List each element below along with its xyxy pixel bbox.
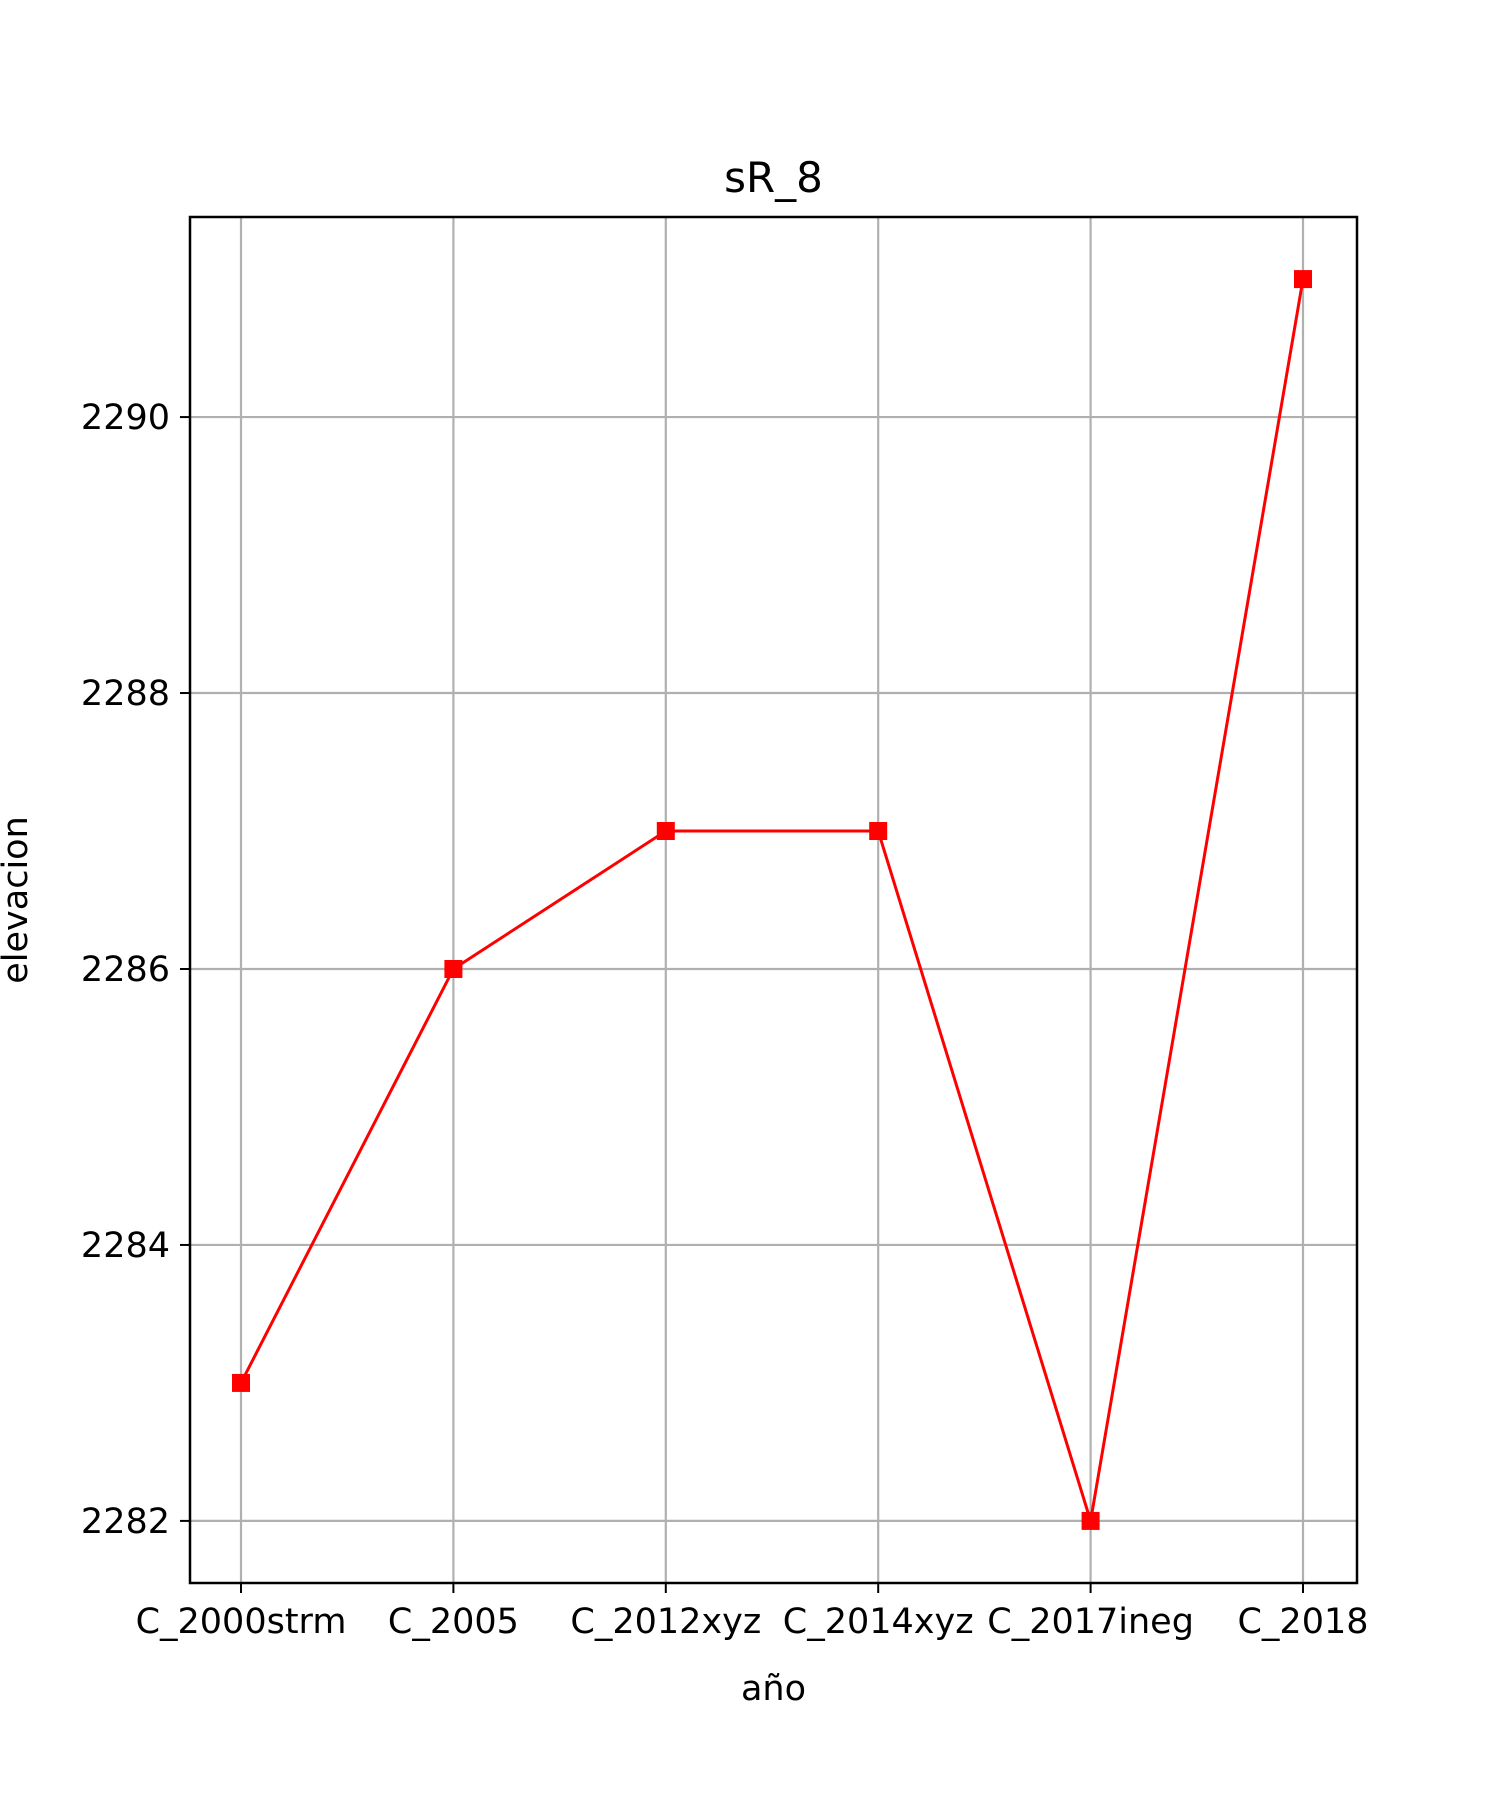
y-tick-label: 2282 [81, 1502, 170, 1542]
data-point [869, 822, 888, 841]
data-point [1081, 1511, 1100, 1530]
y-tick-label: 2286 [81, 950, 170, 990]
data-point [232, 1373, 250, 1392]
y-tick-label: 2288 [81, 674, 170, 714]
x-tick-label: C_2018 [1237, 1602, 1368, 1642]
x-tick-label: C_2017ineg [987, 1602, 1194, 1642]
data-point [1294, 270, 1312, 289]
x-tick-label: C_2012xyz [570, 1602, 761, 1642]
series-line [239, 278, 1305, 1523]
ticks: C_2000strm C_2005 C_2012xyz C_2014xyz C_2017… [81, 398, 1369, 1642]
x-tick-label: C_2014xyz [783, 1602, 974, 1642]
plot-frame [188, 215, 1359, 1585]
x-axis-title: año [741, 1669, 806, 1709]
y-tick-label: 2290 [81, 398, 170, 438]
y-axis-title: elevacion [0, 816, 36, 984]
grid [190, 217, 1357, 1583]
data-point [656, 822, 675, 841]
x-tick-label: C_2000strm [136, 1602, 347, 1642]
chart-title: sR_8 [724, 153, 823, 202]
data-point [444, 959, 463, 978]
series-layer [232, 270, 1312, 1530]
y-tick-label: 2284 [81, 1226, 170, 1266]
x-tick-label: C_2005 [388, 1602, 519, 1642]
